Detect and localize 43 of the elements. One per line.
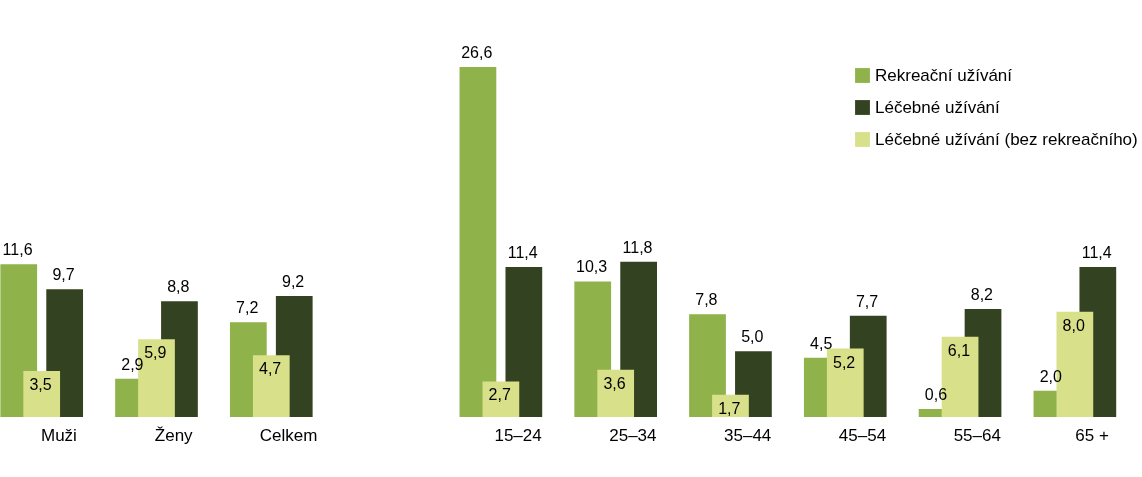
x-tick-label: 15–24 xyxy=(494,425,542,445)
data-label: 7,2 xyxy=(236,299,259,317)
data-label: 5,0 xyxy=(741,328,764,346)
data-label: 10,3 xyxy=(576,258,608,276)
data-label: 6,1 xyxy=(947,341,971,359)
data-label: 5,9 xyxy=(144,344,167,362)
data-label: 4,7 xyxy=(259,360,282,378)
x-tick-label: Celkem xyxy=(259,425,318,445)
data-label: 5,2 xyxy=(833,353,856,371)
data-label: 2,0 xyxy=(1039,367,1062,385)
x-tick-label: 45–54 xyxy=(838,425,887,445)
data-label: 3,5 xyxy=(29,375,52,393)
x-tick-label: 55–64 xyxy=(953,425,1001,445)
data-label: 8,2 xyxy=(970,286,994,304)
data-label: 11,6 xyxy=(2,241,33,259)
data-label: 11,4 xyxy=(1081,244,1112,261)
data-label: 11,4 xyxy=(507,244,538,261)
data-label: 4,5 xyxy=(810,334,833,352)
bar xyxy=(482,381,520,417)
x-tick-label: 25–34 xyxy=(609,425,657,445)
data-label: 1,7 xyxy=(718,399,741,417)
x-tick-label: Ženy xyxy=(154,425,194,445)
x-tick-label: 65 + xyxy=(1075,425,1109,445)
legend-label: Rekreační užívání xyxy=(875,65,1013,85)
data-label: 9,2 xyxy=(281,272,305,290)
legend-label: Léčebné užívání xyxy=(875,97,1001,117)
data-label: 2,7 xyxy=(488,386,511,404)
bar xyxy=(252,355,290,417)
bar xyxy=(23,370,61,417)
data-label: 8,0 xyxy=(1062,316,1085,334)
data-label: 3,6 xyxy=(603,374,626,392)
x-tick-label: 35–44 xyxy=(724,425,772,445)
data-label: 7,8 xyxy=(695,291,718,309)
data-label: 8,8 xyxy=(167,278,190,296)
legend-label: Léčebné užívání (bez rekreačního) xyxy=(875,129,1138,149)
data-label: 9,7 xyxy=(52,266,75,284)
bar xyxy=(597,369,635,417)
data-label: 7,7 xyxy=(855,292,879,310)
x-tick-label: Muži xyxy=(40,425,77,445)
data-label: 11,8 xyxy=(622,238,653,256)
data-label: 2,9 xyxy=(121,355,144,373)
data-label: 0,6 xyxy=(924,386,948,404)
data-label: 26,6 xyxy=(461,44,493,61)
